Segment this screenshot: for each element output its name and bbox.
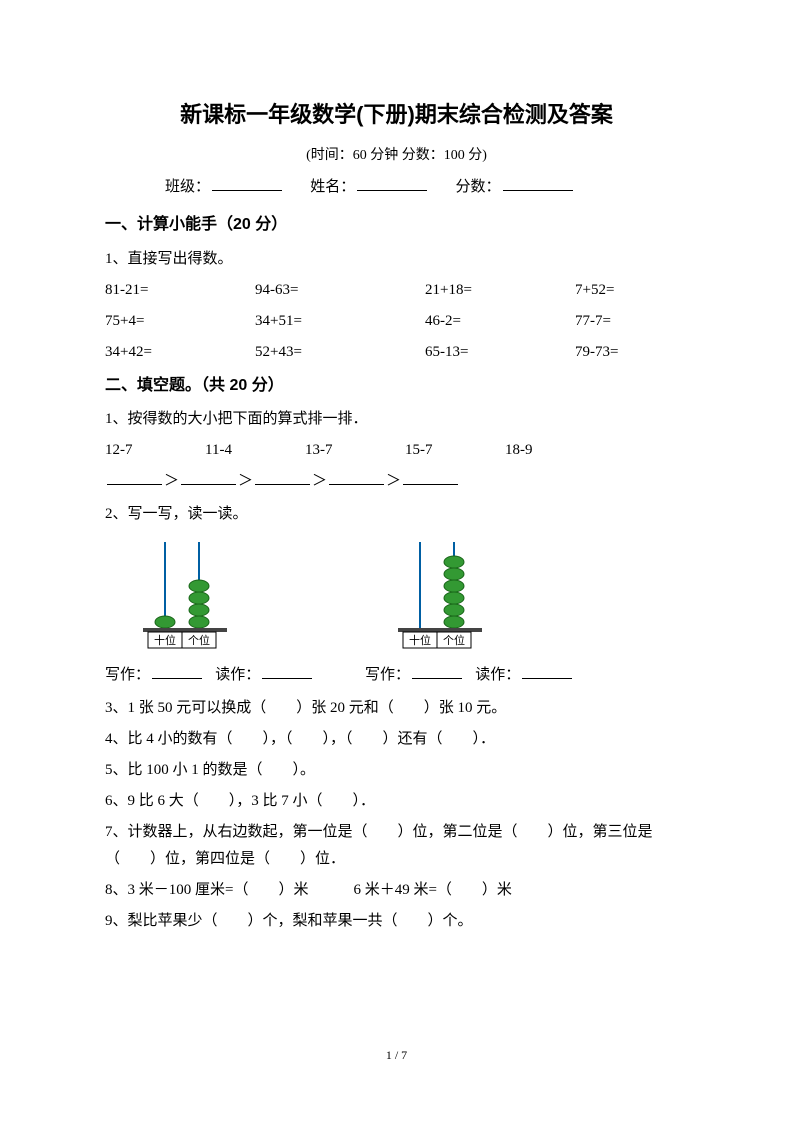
score-blank[interactable] <box>503 176 573 191</box>
expr: 77-7= <box>575 308 685 335</box>
expr: 75+4= <box>105 308 255 335</box>
read-label: 读作： <box>215 667 260 683</box>
blank[interactable] <box>403 470 458 485</box>
s2-q4: 4、比 4 小的数有（ ），（ ），（ ）还有（ ）． <box>105 726 688 753</box>
abacus-1: 十位个位 <box>135 542 235 652</box>
sort-expr-row: 12-7 11-4 13-7 15-7 18-9 <box>105 437 688 464</box>
s2-q3: 3、1 张 50 元可以换成（ ）张 20 元和（ ）张 10 元。 <box>105 695 688 722</box>
blank[interactable] <box>255 470 310 485</box>
s2-q8: 8、3 米－100 厘米=（ ）米 6 米＋49 米=（ ）米 <box>105 877 688 904</box>
page-number: 1 / 7 <box>0 1045 793 1067</box>
name-label: 姓名： <box>310 179 355 195</box>
name-blank[interactable] <box>357 176 427 191</box>
calc-row-1: 81-21= 94-63= 21+18= 7+52= <box>105 277 688 304</box>
blank[interactable] <box>107 470 162 485</box>
expr: 46-2= <box>425 308 575 335</box>
page-title: 新课标一年级数学(下册)期末综合检测及答案 <box>105 95 688 135</box>
blank[interactable] <box>329 470 384 485</box>
blank[interactable] <box>181 470 236 485</box>
blank[interactable] <box>262 664 312 679</box>
svg-text:个位: 个位 <box>443 633 465 647</box>
expr: 15-7 <box>405 437 505 464</box>
info-line: 班级： 姓名： 分数： <box>105 174 688 201</box>
abacus-2: 十位个位 <box>390 542 490 652</box>
read-label: 读作： <box>475 667 520 683</box>
s2-q2: 2、写一写，读一读。 <box>105 501 688 528</box>
gt-sign: ＞ <box>312 473 327 489</box>
blank[interactable] <box>522 664 572 679</box>
expr: 12-7 <box>105 437 205 464</box>
class-blank[interactable] <box>212 176 282 191</box>
blank[interactable] <box>152 664 202 679</box>
abacus-row: 十位个位 十位个位 <box>135 542 688 652</box>
expr: 79-73= <box>575 339 685 366</box>
sort-blanks: ＞ ＞ ＞ ＞ <box>105 468 688 495</box>
write-label: 写作： <box>365 667 410 683</box>
write-label: 写作： <box>105 667 150 683</box>
expr: 21+18= <box>425 277 575 304</box>
subtitle: (时间：60 分钟 分数：100 分) <box>105 143 688 168</box>
svg-text:十位: 十位 <box>409 633 431 647</box>
expr: 65-13= <box>425 339 575 366</box>
expr: 18-9 <box>505 437 605 464</box>
calc-row-2: 75+4= 34+51= 46-2= 77-7= <box>105 308 688 335</box>
svg-text:个位: 个位 <box>188 633 210 647</box>
expr: 7+52= <box>575 277 685 304</box>
section2-heading: 二、填空题。（共 20 分） <box>105 372 688 401</box>
blank[interactable] <box>412 664 462 679</box>
gt-sign: ＞ <box>164 473 179 489</box>
expr: 94-63= <box>255 277 425 304</box>
score-label: 分数： <box>456 179 501 195</box>
section1-heading: 一、计算小能手（20 分） <box>105 211 688 240</box>
s1-q1: 1、直接写出得数。 <box>105 246 688 273</box>
expr: 13-7 <box>305 437 405 464</box>
expr: 52+43= <box>255 339 425 366</box>
s2-q6: 6、9 比 6 大（ ），3 比 7 小（ ）． <box>105 788 688 815</box>
expr: 34+51= <box>255 308 425 335</box>
s2-q1: 1、按得数的大小把下面的算式排一排． <box>105 406 688 433</box>
s2-q5: 5、比 100 小 1 的数是（ ）。 <box>105 757 688 784</box>
gt-sign: ＞ <box>386 473 401 489</box>
svg-text:十位: 十位 <box>154 633 176 647</box>
write-read-row: 写作： 读作： 写作： 读作： <box>105 662 688 689</box>
class-label: 班级： <box>165 179 210 195</box>
s2-q9: 9、梨比苹果少（ ）个，梨和苹果一共（ ）个。 <box>105 908 688 935</box>
expr: 34+42= <box>105 339 255 366</box>
s2-q7: 7、计数器上，从右边数起，第一位是（ ）位，第二位是（ ）位，第三位是（ ）位，… <box>105 819 688 873</box>
calc-row-3: 34+42= 52+43= 65-13= 79-73= <box>105 339 688 366</box>
expr: 81-21= <box>105 277 255 304</box>
gt-sign: ＞ <box>238 473 253 489</box>
expr: 11-4 <box>205 437 305 464</box>
